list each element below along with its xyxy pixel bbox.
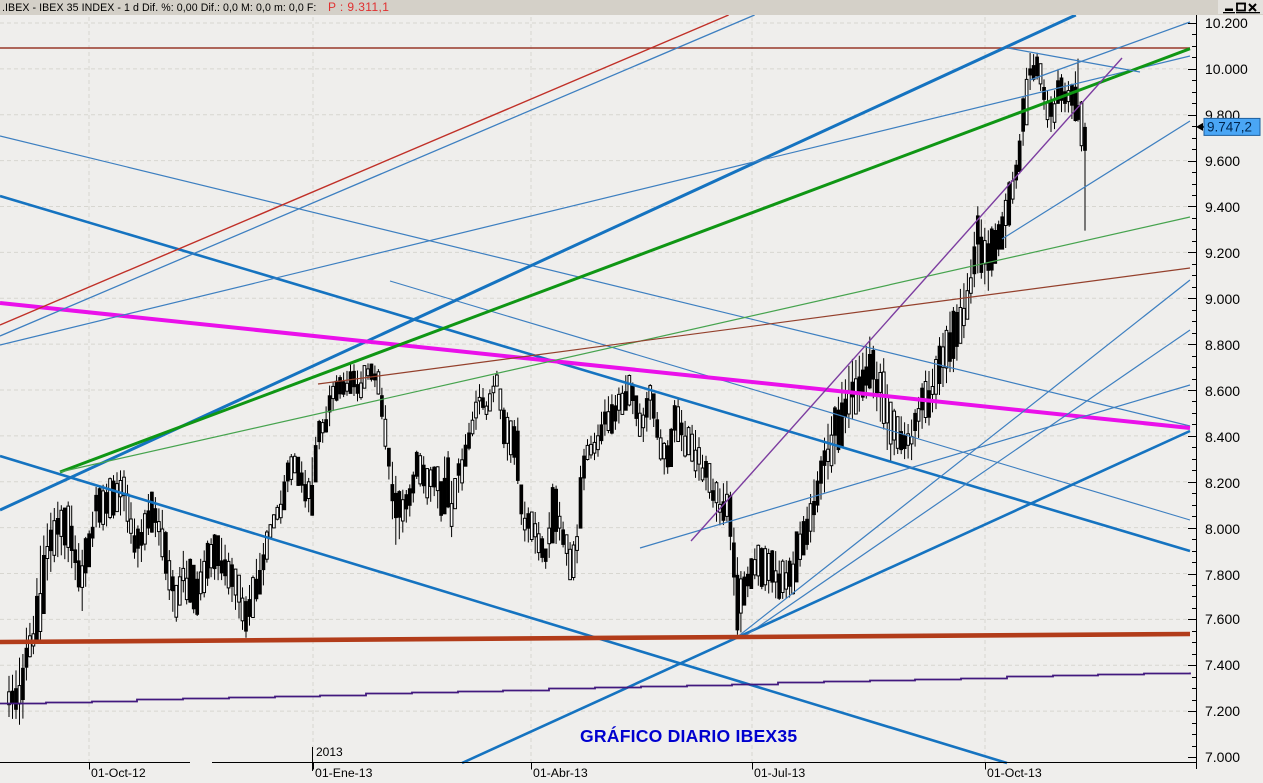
svg-text:GRÁFICO DIARIO IBEX35: GRÁFICO DIARIO IBEX35 xyxy=(580,725,797,746)
svg-text:8.400: 8.400 xyxy=(1205,429,1240,445)
svg-text:01-Oct-13: 01-Oct-13 xyxy=(987,766,1042,780)
svg-text:9.200: 9.200 xyxy=(1205,245,1240,261)
svg-text:01-Jul-13: 01-Jul-13 xyxy=(754,766,805,780)
svg-text:9.400: 9.400 xyxy=(1205,199,1240,215)
svg-text:2013: 2013 xyxy=(316,745,343,759)
svg-text:8.000: 8.000 xyxy=(1205,521,1240,537)
svg-text:01-Abr-13: 01-Abr-13 xyxy=(533,766,588,780)
svg-text:7.800: 7.800 xyxy=(1205,567,1240,583)
svg-text:7.000: 7.000 xyxy=(1205,749,1240,765)
svg-text:10.200: 10.200 xyxy=(1205,15,1248,31)
svg-text:10.000: 10.000 xyxy=(1205,61,1248,77)
svg-text:8.600: 8.600 xyxy=(1205,383,1240,399)
svg-text:7.600: 7.600 xyxy=(1205,611,1240,627)
svg-text:01-Ene-13: 01-Ene-13 xyxy=(315,766,373,780)
svg-text:.IBEX - IBEX 35 INDEX - 1 d: .IBEX - IBEX 35 INDEX - 1 d Dif. %: 0,00… xyxy=(2,2,316,14)
svg-text:01-Oct-12: 01-Oct-12 xyxy=(91,766,146,780)
svg-text:8.200: 8.200 xyxy=(1205,475,1240,491)
svg-text:9.600: 9.600 xyxy=(1205,153,1240,169)
svg-text:P : 9.311,1: P : 9.311,1 xyxy=(328,0,389,14)
svg-text:9.000: 9.000 xyxy=(1205,291,1240,307)
svg-text:9.747,2: 9.747,2 xyxy=(1207,119,1252,134)
svg-text:8.800: 8.800 xyxy=(1205,337,1240,353)
svg-text:7.200: 7.200 xyxy=(1205,703,1240,719)
svg-text:7.400: 7.400 xyxy=(1205,657,1240,673)
